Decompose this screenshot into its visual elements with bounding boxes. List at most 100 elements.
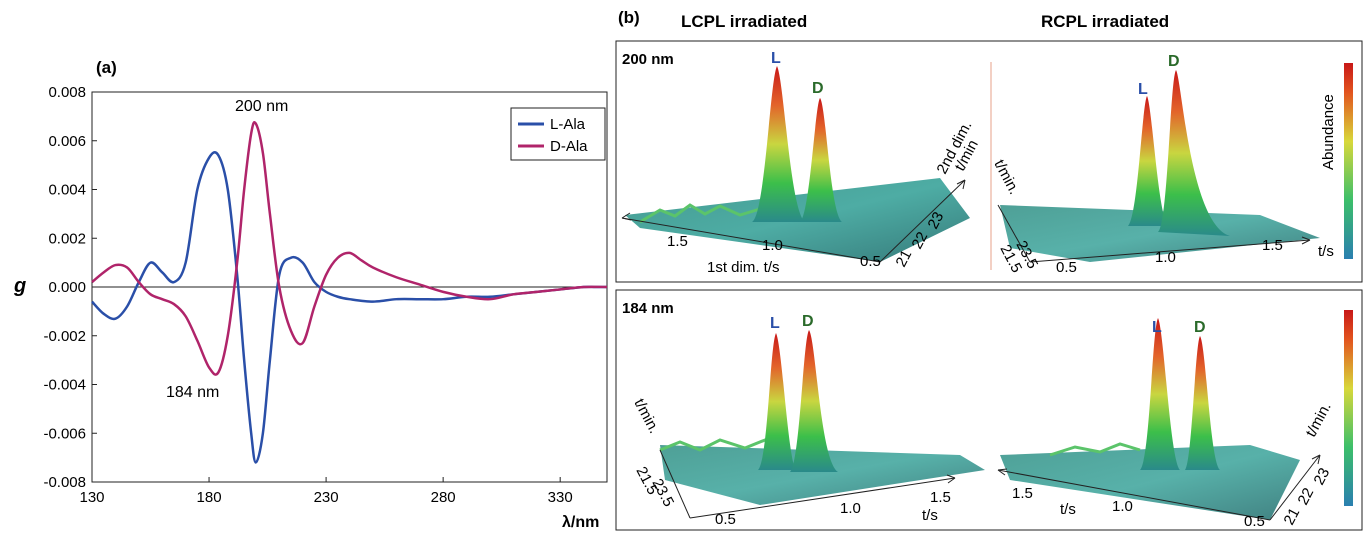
frame-200nm — [615, 40, 1363, 283]
series-line-l-ala — [91, 151, 607, 464]
peak-label-l: L — [771, 50, 781, 67]
peak-l — [1140, 318, 1180, 470]
tick-x-1: 1.5 — [667, 233, 688, 250]
surface-lcpl-200nm: L D 1.5 1.0 0.5 21 22 23 1st dim. t/s 2n… — [621, 50, 982, 276]
tick-x-1: 1.5 — [1012, 485, 1033, 502]
peak-l — [1128, 96, 1168, 226]
peak-label-d: D — [802, 313, 814, 330]
annotation-184nm: 184 nm — [166, 384, 219, 401]
panel-b: (b) LCPL irradiated RCPL irradiated 200 … — [615, 8, 1363, 531]
legend-label-d-ala: D-Ala — [550, 138, 588, 155]
surface-floor — [660, 445, 985, 505]
noise-ridge — [659, 436, 771, 452]
peak-label-l: L — [1138, 81, 1148, 98]
tick-y-1: 21 — [1281, 505, 1304, 528]
x-axis-title: 1st dim. t/s — [707, 259, 780, 276]
x-tick-label: 130 — [79, 489, 104, 506]
x-tick-label: 180 — [197, 489, 222, 506]
y-tick-label: 0.006 — [48, 133, 86, 150]
tick-y-1: 21 — [893, 247, 916, 270]
x-axis-title: t/s — [1060, 501, 1076, 518]
arrow-head — [997, 468, 1008, 476]
tick-x-2: 1.0 — [1155, 249, 1176, 266]
tick-y-2: 22 — [1295, 485, 1318, 508]
y-axis-line — [879, 179, 966, 263]
surface-floor — [1000, 205, 1320, 262]
y-axis-line — [997, 204, 1031, 263]
column-title-lcpl: LCPL irradiated — [681, 12, 807, 31]
tick-x-1: 0.5 — [715, 511, 736, 528]
y-tick-label: -0.004 — [43, 377, 86, 394]
panel-b-label: (b) — [618, 8, 640, 27]
x-tick-label: 230 — [314, 489, 339, 506]
y-axis-label: g — [13, 275, 26, 297]
row-label-200nm: 200 nm — [622, 51, 674, 68]
panel-a: (a) 0.008 0.006 0.004 0.002 0.000 -0.002 -0.00… — [13, 58, 608, 531]
arrow-head — [1311, 454, 1321, 465]
tick-x-1: 0.5 — [1056, 259, 1077, 276]
tick-x-2: 1.0 — [1112, 498, 1133, 515]
y-tick-label: 0.004 — [48, 182, 86, 199]
arrow-head — [956, 179, 966, 190]
colorbar-bottom — [1344, 310, 1353, 506]
noise-ridge — [639, 203, 761, 224]
tick-x-2: 1.0 — [762, 237, 783, 254]
peak-l — [758, 333, 796, 470]
tick-x-3: 0.5 — [1244, 513, 1265, 530]
tick-x-3: 0.5 — [860, 253, 881, 270]
legend: L-Ala D-Ala — [510, 107, 606, 161]
y-tick-label: -0.002 — [43, 328, 86, 345]
legend-label-l-ala: L-Ala — [550, 116, 586, 133]
tick-x-3: 1.5 — [1262, 237, 1283, 254]
colorbar-top — [1344, 63, 1353, 259]
y-tick-label: -0.006 — [43, 425, 86, 442]
x-axis-line — [997, 469, 1271, 521]
arrow-head — [946, 474, 956, 484]
x-axis-line — [621, 217, 881, 263]
panel-a-label: (a) — [96, 58, 117, 77]
frame-184nm — [615, 289, 1363, 531]
surface-floor — [1000, 445, 1300, 520]
row-label-184nm: 184 nm — [622, 300, 674, 317]
y-axis-title: t/min. — [1303, 400, 1335, 440]
arrow-head — [621, 212, 632, 221]
x-axis-title: t/s — [922, 507, 938, 524]
tick-y-3: 23 — [925, 209, 948, 232]
x-axis-line — [1029, 239, 1311, 263]
tick-y-3: 23 — [1311, 465, 1334, 488]
annotation-200nm: 200 nm — [235, 98, 288, 115]
arrow-head — [1301, 236, 1311, 245]
surface-lcpl-184nm: L D 0.5 1.0 1.5 21.5 23.5 t/min. t/s — [630, 313, 985, 528]
noise-ridge — [1049, 442, 1141, 457]
peak-d — [1158, 70, 1230, 236]
tick-y-2: 22 — [909, 229, 932, 252]
peak-label-d: D — [812, 80, 824, 97]
y-axis-title: t/min. — [990, 157, 1022, 197]
peak-d — [790, 330, 838, 472]
peak-label-d: D — [1194, 319, 1206, 336]
series-line-d-ala — [91, 121, 608, 376]
y-tick-labels: 0.008 0.006 0.004 0.002 0.000 -0.002 -0.004 -0.… — [43, 84, 97, 491]
x-axis-label: λ/nm — [562, 514, 599, 531]
peak-label-d: D — [1168, 53, 1180, 70]
y-tick-label: -0.008 — [43, 474, 86, 491]
y-axis-line — [1269, 454, 1321, 521]
y-tick-label: 0.008 — [48, 84, 86, 101]
peak-d — [800, 98, 842, 222]
peak-d — [1185, 336, 1220, 470]
peak-l — [752, 66, 805, 222]
column-title-rcpl: RCPL irradiated — [1041, 12, 1169, 31]
peak-label-l: L — [1152, 319, 1162, 336]
y-tick-label: 0.000 — [48, 279, 86, 296]
x-tick-label: 280 — [431, 489, 456, 506]
surface-rcpl-184nm: L D 1.5 1.0 0.5 21 22 23 t/min. t/s — [997, 318, 1335, 530]
colorbar-label: Abundance — [1320, 94, 1337, 170]
tick-x-3: 1.5 — [930, 489, 951, 506]
y-tick-label: 0.002 — [48, 230, 86, 247]
x-axis-line — [689, 477, 956, 519]
y-axis-line — [659, 449, 691, 519]
surface-rcpl-200nm: L D 0.5 1.0 1.5 21.5 23.5 t/min. t/s — [990, 53, 1333, 276]
x-axis-title: t/s — [1318, 243, 1334, 260]
y-axis-title: t/min. — [630, 396, 662, 436]
